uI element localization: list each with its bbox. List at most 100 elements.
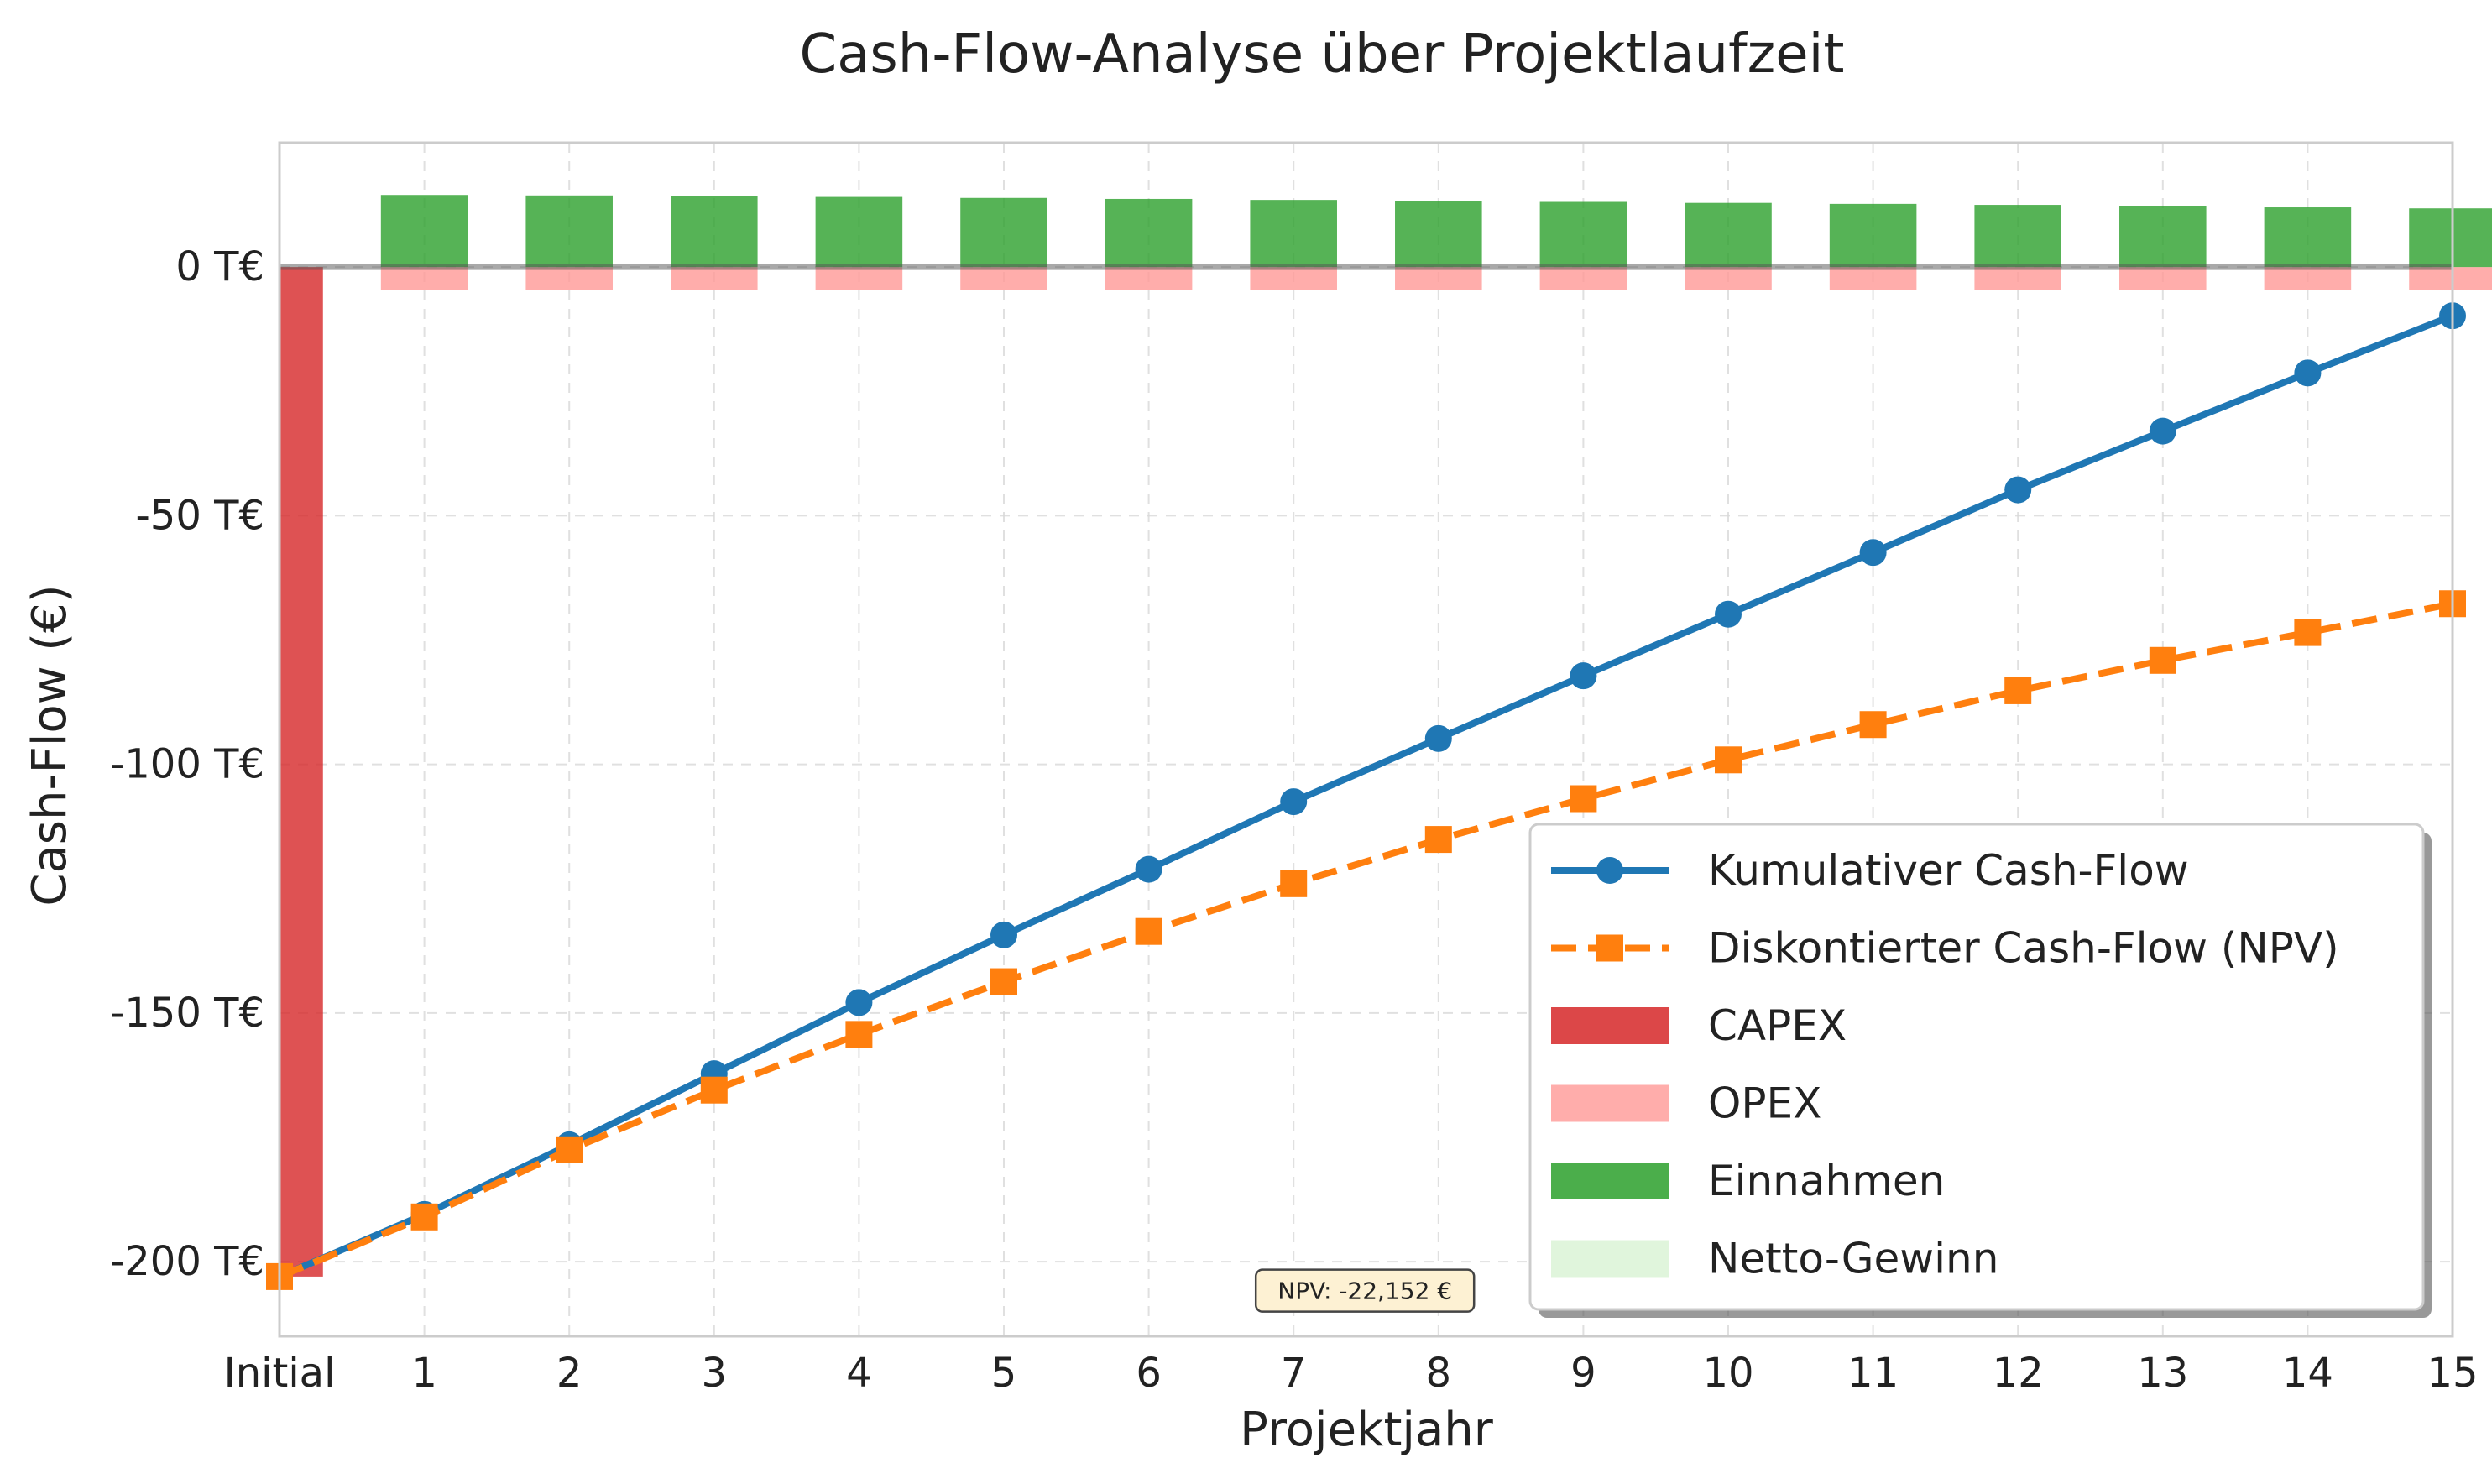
npv-annotation-box [1254,1268,1476,1313]
diskontierter-cash-flow-npv--point [1424,826,1452,854]
opex-bar [1974,267,2061,290]
x-tick-label: 2 [556,1350,583,1397]
plot-frame [278,141,2454,1338]
opex-bar [380,267,468,290]
legend-kumulativer-cash-flow-label: Kumulativer Cash-Flow [1708,846,2189,895]
x-tick-label: 3 [702,1350,728,1397]
legend: Kumulativer Cash-Flow Diskontierter Cash-… [1528,823,2432,1318]
opex-bar [1539,267,1627,290]
y-tick-label: -100 T€ [110,741,264,788]
einnahmen-bar [1829,203,1917,268]
diskontierter-cash-flow-npv--point [2294,619,2322,646]
opex-bar [1105,267,1193,290]
legend-netto-gewinn-label: Netto-Gewinn [1708,1235,1998,1283]
diskontierter-cash-flow-npv--point [1280,870,1308,897]
einnahmen-bar [525,195,613,268]
kumulativer-cash-flow-point [1280,788,1308,816]
einnahmen-bar [1250,200,1337,268]
legend-capex-swatch [1551,1007,1669,1044]
kumulativer-cash-flow-point [2149,417,2176,445]
kumulativer-cash-flow-point [2004,476,2032,504]
einnahmen-bar [1974,205,2061,268]
opex-bar [671,267,758,290]
diskontierter-cash-flow-npv--point [1859,711,1887,739]
x-tick-label: Initial [224,1350,336,1397]
kumulativer-cash-flow-point [1135,855,1162,883]
diskontierter-cash-flow-npv--point [2004,677,2032,704]
legend-kumulativer-cash-flow-marker [1596,857,1623,884]
kumulativer-cash-flow-point [990,921,1017,948]
opex-bar [525,267,613,290]
legend-box [1528,823,2425,1311]
einnahmen-bar [671,196,758,268]
diskontierter-cash-flow-npv--point [845,1021,873,1048]
legend-einnahmen-swatch [1551,1163,1669,1199]
legend-netto-gewinn-swatch [1551,1240,1669,1278]
y-tick-label: 0 T€ [175,243,264,290]
x-tick-label: 8 [1426,1350,1452,1397]
x-tick-label: 11 [1847,1350,1899,1397]
diskontierter-cash-flow-npv--line [278,600,2453,1280]
einnahmen-bar [1539,201,1627,268]
y-tick-label: -200 T€ [110,1238,264,1285]
einnahmen-bar [1685,202,1772,268]
x-tick-label: 7 [1281,1350,1307,1397]
diskontierter-cash-flow-npv--point [700,1076,728,1104]
opex-bar [2409,267,2492,290]
kumulativer-cash-flow-point [1859,539,1887,567]
opex-bar [1250,267,1337,290]
einnahmen-bar [815,196,903,268]
kumulativer-cash-flow-point [1424,724,1452,752]
einnahmen-bar [960,197,1047,268]
x-tick-label: 15 [2427,1350,2478,1397]
einnahmen-bar [1105,198,1193,268]
opex-bar [2264,267,2352,290]
legend-diskontierter-cash-flow-npv--label: Diskontierter Cash-Flow (NPV) [1708,924,2339,973]
opex-bar [815,267,903,290]
diskontierter-cash-flow-npv--point [556,1136,583,1163]
opex-bar [1395,267,1482,290]
opex-bar [960,267,1047,290]
diskontierter-cash-flow-npv--point [990,968,1017,995]
einnahmen-bar [2119,206,2207,268]
legend-capex-label: CAPEX [1708,1001,1847,1050]
kumulativer-cash-flow-point [1715,600,1742,628]
x-tick-label: 12 [1993,1350,2044,1397]
x-tick-label: 10 [1702,1350,1753,1397]
axes-layer: 0 T€-50 T€-100 T€-150 T€-200 T€Initial 1 2… [110,141,2479,1397]
x-tick-label: 14 [2282,1350,2333,1397]
x-tick-label: 5 [991,1350,1017,1397]
opex-bar [1829,267,1917,290]
chart-title: Cash-Flow-Analyse über Projektlaufzeit [800,24,1845,86]
y-axis-label: Cash-Flow (€) [23,584,77,906]
diskontierter-cash-flow-npv--point [410,1203,438,1231]
einnahmen-bar [2264,207,2352,268]
bars-layer [280,195,2492,1277]
legend-opex-label: OPEX [1708,1079,1821,1128]
x-tick-label: 4 [846,1350,872,1397]
y-tick-label: -150 T€ [110,990,264,1037]
y-tick-label: -50 T€ [135,492,264,539]
opex-bar [1685,267,1772,290]
capex-bar [280,267,323,1277]
einnahmen-bar [380,195,468,268]
kumulativer-cash-flow-line [278,312,2454,1280]
opex-bar [2119,267,2207,290]
diskontierter-cash-flow-npv--point [1135,917,1162,945]
diskontierter-cash-flow-npv--point [1570,785,1597,813]
x-tick-label: 6 [1136,1350,1162,1397]
legend-einnahmen-label: Einnahmen [1708,1157,1945,1205]
einnahmen-bar [2409,208,2492,268]
einnahmen-bar [1395,201,1482,268]
annotations-layer: NPV: -22,152 € [1254,1268,1476,1313]
diskontierter-cash-flow-npv--point [2149,646,2176,674]
legend-opex-swatch [1551,1084,1669,1122]
x-tick-label: 9 [1570,1350,1596,1397]
x-tick-label: 13 [2137,1350,2188,1397]
lines-layer [266,302,2466,1290]
kumulativer-cash-flow-point [2294,359,2322,387]
x-tick-label: 1 [411,1350,437,1397]
kumulativer-cash-flow-point [1570,662,1597,690]
